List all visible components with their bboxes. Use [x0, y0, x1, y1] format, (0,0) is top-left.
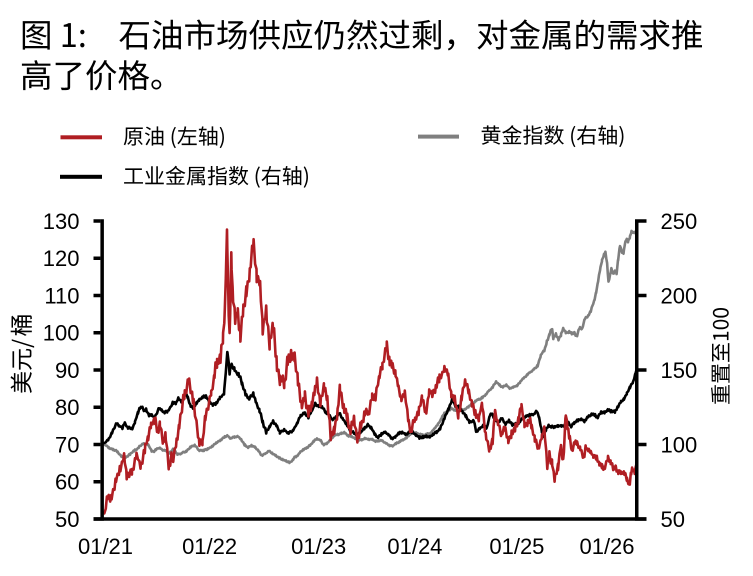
- svg-text:150: 150: [661, 358, 698, 383]
- svg-text:50: 50: [661, 507, 685, 532]
- svg-text:60: 60: [55, 470, 79, 495]
- svg-text:100: 100: [43, 321, 80, 346]
- svg-text:50: 50: [55, 507, 79, 532]
- svg-text:01/22: 01/22: [182, 534, 237, 559]
- svg-text:130: 130: [43, 209, 80, 234]
- svg-text:01/24: 01/24: [387, 534, 442, 559]
- svg-text:110: 110: [44, 283, 79, 308]
- svg-text:250: 250: [661, 209, 698, 234]
- svg-text:100: 100: [661, 432, 698, 457]
- svg-text:01/23: 01/23: [291, 534, 346, 559]
- svg-text:80: 80: [55, 395, 79, 420]
- svg-text:01/26: 01/26: [579, 534, 634, 559]
- svg-text:120: 120: [43, 246, 80, 271]
- svg-text:70: 70: [55, 432, 79, 457]
- svg-text:01/21: 01/21: [78, 534, 133, 559]
- svg-text:90: 90: [55, 358, 79, 383]
- svg-text:200: 200: [661, 283, 698, 308]
- svg-text:01/25: 01/25: [489, 534, 544, 559]
